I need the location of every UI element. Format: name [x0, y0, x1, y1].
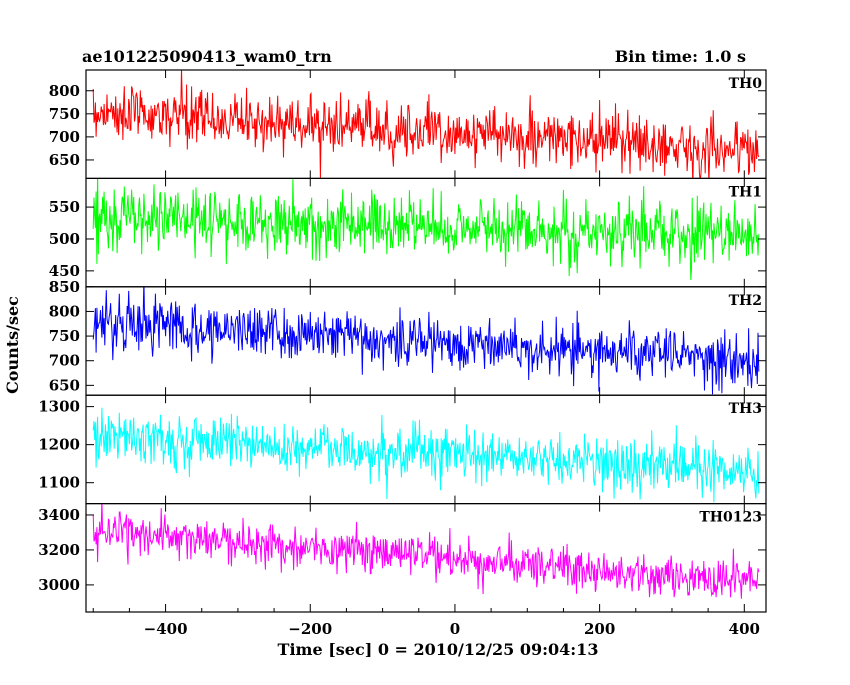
panel-label: TH0123 — [699, 510, 762, 526]
panel-th2: 650 700 750 800 850 TH2 — [49, 278, 767, 396]
panel-label: TH3 — [729, 401, 762, 417]
x-tick-label: 200 — [584, 620, 615, 638]
panel-th3: 1100 1200 1300 TH3 — [38, 394, 767, 505]
series-line-th3 — [92, 407, 760, 503]
y-tick-label: 1200 — [38, 436, 80, 454]
y-tick-label: 450 — [49, 262, 80, 280]
panel-label: TH0 — [729, 76, 763, 92]
x-axis-label: Time [sec] 0 = 2010/12/25 09:04:13 — [278, 640, 599, 659]
panel-th1: 450 500 550 TH1 — [49, 177, 767, 288]
y-tick-label: 3200 — [38, 541, 80, 559]
x-tick-label: −200 — [288, 620, 332, 638]
panels-group: 650 700 750 800 TH0 450 500 550 TH1 650 700 750 800 8… — [38, 69, 767, 613]
y-tick-label: 750 — [49, 327, 80, 345]
series-line-th1 — [92, 178, 760, 280]
x-tick-label: 0 — [450, 620, 460, 638]
y-tick-label: 550 — [49, 198, 80, 216]
series-line-th2 — [92, 286, 760, 395]
y-tick-label: 650 — [49, 151, 80, 169]
y-tick-label: 650 — [49, 376, 80, 394]
panel-th0: 650 700 750 800 TH0 — [49, 69, 767, 180]
panel-label: TH1 — [729, 184, 762, 200]
y-tick-label: 700 — [49, 128, 80, 146]
y-tick-label: 3000 — [38, 576, 80, 594]
y-tick-label: 750 — [49, 105, 80, 123]
y-tick-label: 500 — [49, 230, 80, 248]
panel-th0123: 3000 3200 3400 TH0123 — [38, 503, 767, 613]
plot-title: ae101225090413_wam0_trn — [82, 47, 332, 66]
panel-frame — [85, 503, 767, 613]
bin-time-label: Bin time: 1.0 s — [615, 47, 746, 66]
y-tick-label: 700 — [49, 352, 80, 370]
x-axis: −400 −200 0 200 400 — [92, 608, 760, 638]
y-tick-label: 1100 — [38, 474, 80, 492]
y-tick-label: 3400 — [38, 506, 80, 524]
y-tick-label: 800 — [49, 82, 80, 100]
y-tick-label: 1300 — [38, 398, 80, 416]
series-line-th0123 — [92, 503, 760, 599]
x-tick-label: 400 — [729, 620, 760, 638]
y-tick-label: 800 — [49, 302, 80, 320]
x-tick-label: −400 — [144, 620, 188, 638]
series-line-th0 — [92, 70, 760, 179]
y-tick-label: 850 — [49, 278, 80, 296]
panel-label: TH2 — [729, 293, 762, 309]
y-axis-label: Counts/sec — [3, 296, 22, 394]
